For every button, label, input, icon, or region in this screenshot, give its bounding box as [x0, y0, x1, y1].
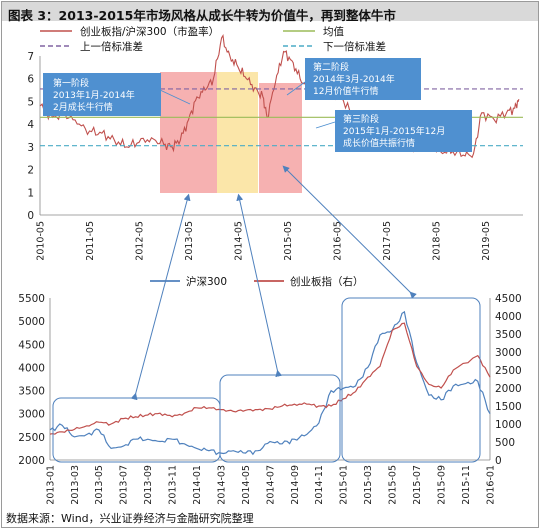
x-tick-label: 2013-07 [119, 465, 130, 505]
y-right-tick-label: 0 [495, 455, 502, 467]
leader-line [315, 121, 336, 129]
y-left-tick-label: 5000 [18, 316, 45, 328]
x-tick-label: 2015-09 [436, 465, 447, 505]
source-note: 数据来源：Wind，兴业证券经济与金融研究院整理 [6, 512, 254, 525]
y-left-tick-label: 2000 [18, 455, 45, 467]
y-left-tick-label: 2500 [18, 432, 45, 444]
series-csi300 [49, 310, 491, 456]
x-tick-label: 2015-03 [363, 465, 374, 505]
bottom-chart: 沪深300 创业板指（右） 2000 2500 3000 3500 4000 4500 50… [18, 275, 521, 505]
y-right-tick-label: 500 [495, 437, 515, 449]
legend-label-csi300: 沪深300 [186, 275, 227, 288]
connector-arrow-phase3 [282, 165, 417, 299]
top-chart: 创业板指/沪深300（市盈率） 均值 上一倍标准差 下一倍标准差 0 1 2 3 4 5 6… [27, 25, 523, 261]
series-pe-ratio [39, 34, 520, 159]
y-right-tick-label: 1000 [495, 419, 522, 431]
y-right-tick-label: 4000 [495, 311, 522, 323]
x-tick-label: 2013-05 [184, 221, 195, 261]
y-tick-label: 1 [27, 187, 34, 199]
x-tick-label: 2014-09 [290, 465, 301, 505]
annotation-box [43, 73, 161, 116]
y-tick-label: 2 [27, 165, 34, 177]
phase2-region [217, 72, 258, 193]
annotation-box [305, 58, 421, 100]
y-left-tick-label: 4000 [18, 362, 45, 374]
annotation-box [335, 110, 472, 152]
bottom-axis: 2000 2500 3000 3500 4000 4500 5000 5500 0 500 1000… [18, 293, 521, 505]
x-tick-label: 2014-11 [314, 465, 325, 505]
x-tick-label: 2015-07 [412, 465, 423, 505]
charts-canvas: 创业板指/沪深300（市盈率） 均值 上一倍标准差 下一倍标准差 0 1 2 3 4 5 6… [18, 25, 523, 505]
phase3-region [259, 83, 302, 193]
connector-arrow-phase1 [130, 193, 191, 401]
annotation-text: 第二阶段 2014年3月-2014年 12月价值牛行情 [313, 61, 395, 97]
annotation-phase2: 第二阶段 2014年3月-2014年 12月价值牛行情 [305, 58, 421, 100]
annotation-text: 第三阶段 2015年1月-2015年12月成长价值共振行情 [343, 113, 445, 149]
x-tick-label: 2018-05 [432, 221, 443, 261]
y-right-tick-label: 2000 [495, 383, 522, 395]
y-right-tick-label: 1500 [495, 401, 522, 413]
y-right-tick-label: 3500 [495, 329, 522, 341]
x-tick-label: 2015-05 [283, 221, 294, 261]
x-tick-label: 2013-01 [45, 465, 56, 505]
x-tick-label: 2013-09 [143, 465, 154, 505]
y-tick-label: 0 [27, 210, 34, 222]
y-tick-label: 3 [27, 142, 34, 154]
y-right-tick-label: 2500 [495, 365, 522, 377]
x-tick-label: 2014-05 [233, 221, 244, 261]
figure-title: 图表 3：2013-2015年市场风格从成长牛转为价值牛，再到整体牛市 [8, 8, 396, 23]
legend-label-upper-std: 上一倍标准差 [80, 40, 143, 53]
x-tick-label: 2015-05 [388, 465, 399, 505]
x-tick-label: 2017-05 [382, 221, 393, 261]
annotation-phase3: 第三阶段 2015年1月-2015年12月成长价值共振行情 [335, 110, 472, 152]
y-tick-label: 4 [27, 119, 34, 131]
x-tick-label: 2012-05 [134, 221, 145, 261]
x-tick-label: 2013-05 [94, 465, 105, 505]
x-tick-label: 2015-01 [339, 465, 350, 505]
y-tick-label: 6 [27, 74, 34, 86]
x-tick-label: 2014-03 [216, 465, 227, 505]
x-tick-label: 2010-05 [35, 221, 46, 261]
x-tick-label: 2013-11 [168, 465, 179, 505]
y-left-tick-label: 3500 [18, 386, 45, 398]
x-tick-label: 2013-03 [70, 465, 81, 505]
legend-label-lower-std: 下一倍标准差 [323, 40, 386, 53]
phase2-highlight [219, 374, 341, 463]
x-tick-label: 2016-05 [333, 221, 344, 261]
x-tick-label: 2014-01 [192, 465, 203, 505]
series-chinext [49, 322, 491, 435]
y-tick-label: 7 [27, 51, 34, 63]
x-tick-label: 2011-05 [85, 221, 96, 261]
top-legend: 创业板指/沪深300（市盈率） 均值 上一倍标准差 下一倍标准差 [40, 25, 386, 53]
x-tick-label: 2015-11 [461, 465, 472, 505]
y-right-tick-label: 3000 [495, 347, 522, 359]
x-tick-label: 2019-05 [481, 221, 492, 261]
x-tick-label: 2014-07 [265, 465, 276, 505]
y-tick-label: 5 [27, 96, 34, 108]
figure-title-bar: 图表 3：2013-2015年市场风格从成长牛转为价值牛，再到整体牛市 [2, 2, 538, 23]
bottom-series [49, 310, 491, 456]
legend-label-mean: 均值 [323, 25, 344, 38]
annotation-phase1: 第一阶段 2013年1月-2014年 2月成长牛行情 [43, 73, 161, 116]
x-tick-label: 2016-01 [485, 465, 496, 505]
leader-line [159, 89, 191, 105]
legend-label-chinext: 创业板指（右） [290, 275, 364, 288]
leader-line [286, 81, 306, 96]
connector-arrow-phase2 [236, 193, 283, 378]
x-tick-label: 2014-05 [241, 465, 252, 505]
y-left-tick-label: 4500 [18, 339, 45, 351]
y-right-tick-label: 4500 [495, 293, 522, 305]
y-left-tick-label: 3000 [18, 409, 45, 421]
annotation-text: 第一阶段 2013年1月-2014年 2月成长牛行情 [53, 77, 135, 113]
y-left-tick-label: 5500 [18, 293, 45, 305]
legend-label-pe-ratio: 创业板指/沪深300（市盈率） [80, 25, 219, 38]
phase1-region [160, 72, 217, 193]
phase3-highlight [341, 297, 481, 463]
